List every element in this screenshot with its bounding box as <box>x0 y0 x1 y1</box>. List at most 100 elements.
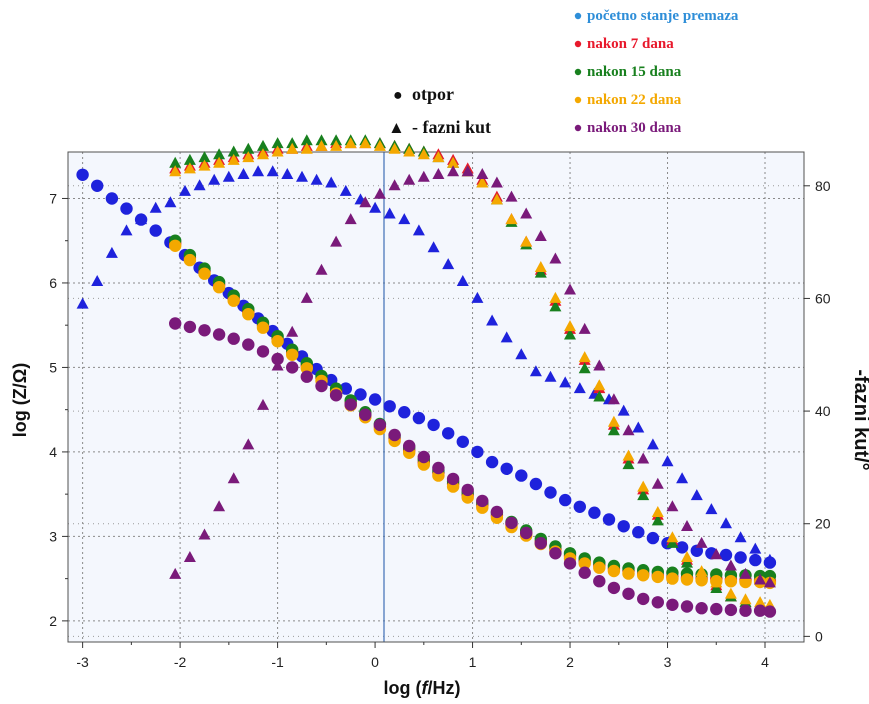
impedance-point <box>719 548 733 562</box>
phase-point <box>695 565 708 577</box>
phase-point <box>300 142 313 154</box>
phase-point <box>359 137 372 149</box>
phase-point <box>213 148 226 160</box>
impedance-point <box>256 345 270 358</box>
phase-point <box>286 142 299 154</box>
impedance-point <box>329 389 343 402</box>
phase-point <box>237 168 250 179</box>
triangle-marker-label: - fazni kut <box>412 117 491 137</box>
phase-point <box>193 179 206 191</box>
impedance-point <box>724 575 738 588</box>
x-tick-label: 1 <box>469 654 477 670</box>
legend-label: nakon 15 dana <box>587 64 682 80</box>
impedance-point <box>651 596 664 609</box>
phase-point <box>91 275 104 286</box>
impedance-point <box>593 561 606 574</box>
impedance-point <box>461 483 474 497</box>
phase-point <box>666 500 679 512</box>
phase-point <box>383 207 396 219</box>
phase-point <box>227 153 240 165</box>
phase-point <box>149 201 162 213</box>
phase-point <box>344 213 357 225</box>
phase-point <box>720 517 732 529</box>
phase-point <box>286 325 299 337</box>
phase-point <box>593 379 606 391</box>
phase-point <box>373 187 386 199</box>
phase-point <box>534 230 547 241</box>
phase-point <box>461 165 474 177</box>
impedance-point <box>632 526 645 539</box>
impedance-point <box>256 321 270 334</box>
x-tick-label: 3 <box>664 654 672 670</box>
phase-point <box>198 159 211 171</box>
phase-point <box>637 452 650 464</box>
phase-point <box>252 165 265 177</box>
impedance-point <box>490 505 504 519</box>
phase-point <box>739 567 752 579</box>
legend-marker <box>574 12 582 20</box>
impedance-point <box>607 581 621 595</box>
impedance-point <box>344 398 357 411</box>
phase-point <box>529 365 542 377</box>
phase-point <box>432 151 445 163</box>
impedance-point <box>417 450 430 464</box>
impedance-point <box>271 335 284 348</box>
impedance-point <box>149 224 162 237</box>
phase-point <box>442 258 455 270</box>
phase-point <box>315 263 328 275</box>
phase-point <box>227 472 240 484</box>
phase-point <box>286 137 299 149</box>
phase-point <box>412 224 425 236</box>
impedance-point <box>442 427 455 440</box>
phase-point <box>271 137 284 149</box>
phase-point <box>242 151 255 163</box>
phase-point <box>549 291 562 303</box>
phase-point <box>724 587 737 599</box>
phase-point <box>607 415 620 427</box>
phase-point <box>330 134 343 146</box>
phase-point <box>427 241 440 253</box>
phase-point <box>476 168 489 179</box>
phase-point <box>222 170 235 182</box>
phase-point <box>763 576 776 588</box>
phase-point <box>76 297 89 309</box>
phase-point <box>310 173 323 185</box>
phase-point <box>183 153 196 165</box>
y-axis-label: log (Z/Ω) <box>10 363 30 437</box>
phase-point <box>198 528 211 540</box>
impedance-point <box>183 253 197 267</box>
phase-point <box>388 179 401 191</box>
phase-point <box>432 168 445 179</box>
impedance-point <box>753 604 767 617</box>
phase-point <box>573 382 586 394</box>
impedance-point <box>476 494 489 508</box>
impedance-point <box>622 587 635 600</box>
phase-point <box>169 567 182 579</box>
phase-point <box>578 322 591 334</box>
phase-point <box>724 559 737 571</box>
phase-point <box>164 196 177 208</box>
phase-point <box>242 142 255 154</box>
impedance-point <box>563 557 577 570</box>
impedance-point <box>198 324 211 337</box>
impedance-point <box>286 361 299 374</box>
impedance-point <box>520 526 533 540</box>
impedance-point <box>339 382 352 395</box>
y2-tick-label: 80 <box>815 178 831 194</box>
impedance-point <box>183 320 197 334</box>
impedance-point <box>739 604 752 617</box>
phase-point <box>315 139 328 151</box>
phase-point <box>617 404 630 416</box>
impedance-point <box>578 557 591 570</box>
phase-point <box>344 137 357 149</box>
phase-point <box>300 291 313 303</box>
y-tick-label: 5 <box>49 359 57 375</box>
phase-point <box>257 398 269 410</box>
phase-point <box>325 176 338 188</box>
phase-point <box>490 193 503 205</box>
legend-label: nakon 30 dana <box>587 120 682 136</box>
phase-point <box>607 393 620 405</box>
legend-marker <box>574 124 582 132</box>
phase-point <box>213 156 226 168</box>
phase-point <box>534 261 547 272</box>
